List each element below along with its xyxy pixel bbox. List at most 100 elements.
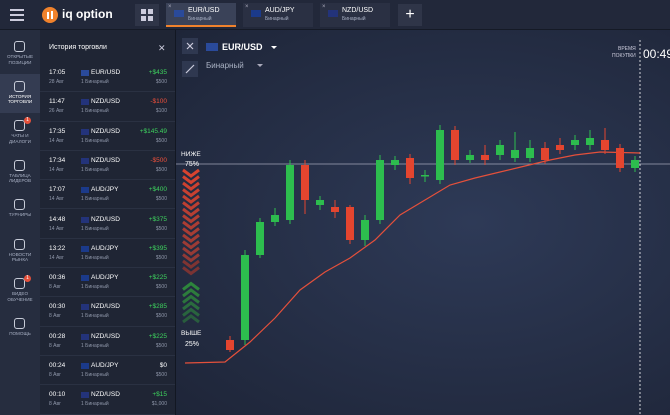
- candle-body: [316, 200, 324, 205]
- up-chevron: [182, 281, 200, 291]
- history-row[interactable]: 00:30 8 Авг NZD/USD 1 Бинарный +$285 $500: [40, 297, 175, 327]
- trade-amount: $500: [155, 137, 167, 144]
- sidebar-item[interactable]: ИСТОРИЯ ТОРГОВЛИ: [0, 73, 40, 113]
- trade-amount: $1,000: [151, 401, 167, 408]
- candle-body: [541, 148, 549, 160]
- pair-flag: [81, 99, 89, 106]
- history-row[interactable]: 11:47 26 Авг NZD/USD 1 Бинарный -$100 $100: [40, 92, 175, 122]
- history-row[interactable]: 13:22 14 Авг AUD/JPY 1 Бинарный +$395 $500: [40, 239, 175, 269]
- trade-pair: NZD/USD: [91, 303, 120, 311]
- tab-type: Бинарный: [188, 16, 212, 22]
- up-chevron: [182, 294, 200, 304]
- trade-type: 1 Бинарный: [81, 225, 109, 232]
- asset-mode: Бинарный: [206, 61, 244, 70]
- trade-pair: EUR/USD: [91, 69, 121, 76]
- trade-time: 17:07: [49, 186, 66, 194]
- trade-time: 00:30: [49, 303, 66, 311]
- candle-body: [406, 158, 414, 178]
- pen-icon: [185, 64, 195, 74]
- sidebar-item[interactable]: ВИДЕО ОБУЧЕНИЕ 1: [0, 271, 40, 310]
- candle-body: [256, 222, 264, 255]
- trade-pair: NZD/USD: [91, 391, 120, 399]
- sidebar-item[interactable]: ТУРНИРЫ: [0, 192, 40, 231]
- trade-date: 26 Авг: [49, 108, 64, 115]
- trade-time: 00:36: [49, 274, 66, 282]
- tab[interactable]: × NZD/USD Бинарный: [320, 3, 390, 27]
- tab-flag: [174, 10, 184, 17]
- pair-flag: [81, 70, 89, 76]
- trade-pair: AUD/JPY: [91, 362, 119, 369]
- tab-pair: AUD/JPY: [265, 7, 295, 14]
- dropdown-arrow[interactable]: [271, 46, 277, 49]
- buy-time-label: ВРЕМЯ: [618, 46, 636, 52]
- tab-flag: [251, 10, 261, 17]
- flag: [206, 43, 218, 51]
- sidebar-icon: [14, 159, 25, 171]
- pair-flag: [81, 216, 89, 223]
- candle-body: [271, 215, 279, 222]
- candle-body: [331, 207, 339, 212]
- trade-pair: AUD/JPY: [91, 244, 119, 252]
- trade-amount: $500: [155, 79, 167, 85]
- down-chevron: [182, 220, 200, 230]
- down-chevron: [182, 188, 200, 198]
- history-row[interactable]: 17:07 14 Авг AUD/JPY 1 Бинарный +$400 $500: [40, 180, 175, 210]
- history-row[interactable]: 00:36 8 Авг AUD/JPY 1 Бинарный +$225 $500: [40, 268, 175, 298]
- trade-time: 17:05: [49, 69, 66, 76]
- candle-body: [301, 165, 309, 200]
- trade-amount: $500: [155, 313, 167, 320]
- trade-profit: -$100: [150, 98, 167, 106]
- grid-button[interactable]: [135, 4, 159, 26]
- trade-pair: NZD/USD: [91, 127, 120, 135]
- trade-time: 17:35: [49, 127, 66, 135]
- down-chevron: [182, 175, 200, 185]
- trade-amount: $500: [155, 342, 167, 349]
- trade-profit: $0: [159, 362, 167, 369]
- trade-type: 1 Бинарный: [81, 254, 109, 261]
- history-row[interactable]: 14:48 14 Авг NZD/USD 1 Бинарный +$375 $500: [40, 210, 175, 239]
- sidebar-icon: [14, 278, 25, 289]
- history-row[interactable]: 17:34 14 Авг NZD/USD 1 Бинарный -$500 $500: [40, 151, 175, 181]
- pair-flag: [81, 392, 89, 399]
- history-row[interactable]: 00:24 8 Авг AUD/JPY 1 Бинарный $0 $500: [40, 356, 175, 386]
- history-row[interactable]: 17:05 28 Авг EUR/USD 1 Бинарный +$435 $500: [40, 63, 175, 93]
- tab-pair: EUR/USD: [188, 7, 220, 14]
- sidebar-item[interactable]: ПОМОЩЬ: [0, 311, 40, 350]
- lower-pct: 75%: [185, 161, 199, 168]
- candle-body: [346, 207, 354, 240]
- candle-body: [436, 130, 444, 180]
- candle-body: [481, 155, 489, 160]
- sidebar-label: ВИДЕО ОБУЧЕНИЕ: [7, 291, 33, 302]
- trade-profit: +$15: [152, 391, 167, 399]
- menu-icon[interactable]: [10, 9, 24, 21]
- trade-profit: -$500: [150, 156, 167, 164]
- down-chevron: [182, 207, 200, 217]
- sidebar-item[interactable]: ОТКРЫТЫЕ ПОЗИЦИИ: [0, 34, 40, 73]
- history-row[interactable]: 17:35 14 Авг NZD/USD 1 Бинарный +$145.49 $500: [40, 122, 175, 151]
- trade-time: 13:22: [49, 244, 66, 252]
- trade-type: 1 Бинарный: [81, 137, 109, 144]
- dropdown-arrow[interactable]: [257, 64, 263, 67]
- history-row[interactable]: 00:10 8 Авг NZD/USD 1 Бинарный +$15 $1,000: [40, 385, 175, 415]
- pair-flag: [81, 157, 89, 164]
- timer: 00:49: [643, 47, 670, 61]
- add-tab[interactable]: +: [398, 4, 422, 26]
- tab[interactable]: × EUR/USD Бинарный: [166, 3, 236, 27]
- trade-date: 14 Авг: [49, 166, 64, 173]
- candle-body: [601, 140, 609, 150]
- trade-pair: NZD/USD: [91, 156, 120, 164]
- sidebar-item[interactable]: ЧАТЫ И ДИАЛОГИ 1: [0, 113, 40, 152]
- trade-amount: $500: [155, 225, 167, 232]
- sidebar-item[interactable]: НОВОСТИ РЫНКА: [0, 232, 40, 271]
- tab[interactable]: × AUD/JPY Бинарный: [243, 3, 313, 27]
- close-button[interactable]: ✕: [158, 43, 166, 53]
- history-row[interactable]: 00:28 8 Авг NZD/USD 1 Бинарный +$225 $500: [40, 327, 175, 356]
- down-chevron: [182, 233, 200, 243]
- sidebar-item[interactable]: ТАБЛИЦА ЛИДЕРОВ: [0, 153, 40, 192]
- tab-close: ×: [322, 4, 326, 10]
- trade-date: 14 Авг: [49, 196, 64, 203]
- down-chevron: [182, 266, 200, 276]
- trade-profit: +$375: [148, 215, 167, 223]
- up-chevron: [182, 288, 200, 298]
